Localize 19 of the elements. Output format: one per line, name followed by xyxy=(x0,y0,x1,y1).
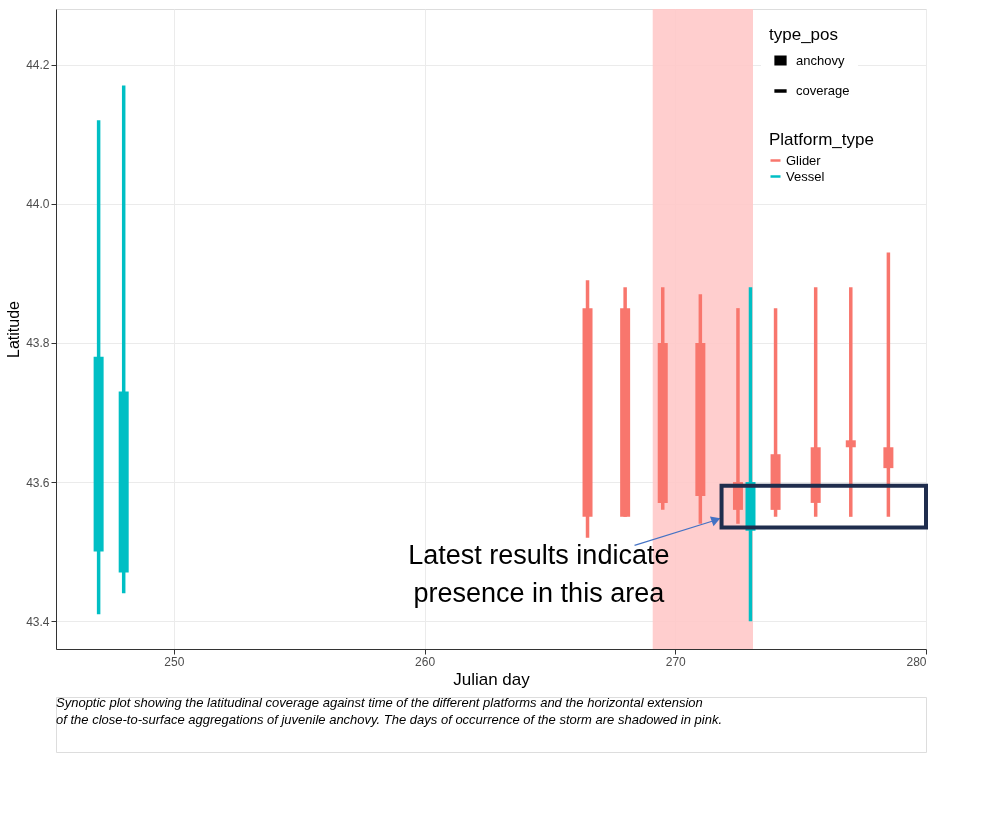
x-tick-label: 280 xyxy=(906,654,927,669)
text: Synoptic plot showing the latitudinal coverage against time of the different platforms and the horizontal extension of the close-to-surface aggregations of juvenile anchovy. The days of occurrence of the storm are shadowed in pink. xyxy=(56,695,723,727)
annotation: coverage xyxy=(796,83,850,98)
annotation: anchovy xyxy=(796,52,845,68)
y-tick-label: 44.0 xyxy=(26,197,50,212)
x-tick-label: 270 xyxy=(665,654,687,669)
y-tick-label: 43.6 xyxy=(26,475,50,490)
x-tick-label: 260 xyxy=(415,654,436,669)
y-tick-label: 43.4 xyxy=(26,614,50,629)
x-tick-label: 250 xyxy=(164,654,185,669)
y-tick-label: 44.2 xyxy=(26,58,50,73)
text: type_pos xyxy=(769,25,838,44)
legend-label: Vessel xyxy=(786,168,825,184)
text: Platform_type xyxy=(769,130,874,149)
legend-label: Glider xyxy=(786,152,822,168)
y-tick-label: 43.8 xyxy=(26,336,50,351)
x-axis-title: Julian day xyxy=(453,669,531,689)
annotation: Latest results indicate presence in this area xyxy=(408,540,670,609)
y-axis-title: Latitude xyxy=(5,300,23,358)
